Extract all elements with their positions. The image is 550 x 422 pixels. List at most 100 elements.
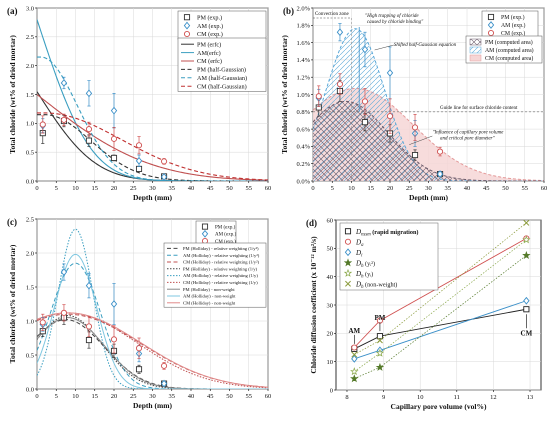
y-tick-label: 0.0 xyxy=(26,386,34,393)
y-tick-label: 0.0% xyxy=(296,178,310,185)
legend-label: PM (Holliday) - relative weighting (1/y²… xyxy=(183,246,259,251)
curves xyxy=(37,228,268,389)
legend-label-main: D xyxy=(355,249,361,257)
y-tick-label: 40 xyxy=(327,274,334,281)
legend-label-tail: (yᵢ²) xyxy=(363,260,375,267)
legend-label: AM (Holliday) - non-weight xyxy=(183,294,236,299)
data-point xyxy=(361,45,369,54)
legend-label: PM (Holliday) - non-weight xyxy=(183,287,235,292)
fit-curve xyxy=(37,253,268,389)
y-tick-label: 0.5 xyxy=(26,352,34,359)
x-tick-label: 35 xyxy=(169,185,176,192)
legend-label-main: D xyxy=(355,228,361,236)
y-axis-label: Chloride diffusion coefficient (x 10⁻¹² … xyxy=(309,236,318,374)
y-tick-label: 1.5 xyxy=(26,284,34,291)
y-tick-label: 0.8% xyxy=(296,109,310,116)
legend-label-tail: (non-weight) xyxy=(363,281,397,288)
legend-label: CM (exp.) xyxy=(197,31,223,38)
legend-label: Dnssm (rapid migration) xyxy=(355,228,418,238)
legend-box xyxy=(163,242,267,308)
legend-box xyxy=(177,10,267,40)
y-tick-label: 0.5 xyxy=(26,149,34,156)
x-tick-label: 55 xyxy=(522,185,529,192)
x-tick-label: 13 xyxy=(527,394,534,401)
legend-label-main: D xyxy=(355,238,361,246)
x-tick-label: 35 xyxy=(169,393,176,400)
area-outline xyxy=(313,87,544,181)
data-point xyxy=(351,344,358,351)
y-tick-label: 20 xyxy=(327,331,334,338)
data-point xyxy=(85,137,93,144)
y-axis-label: Total chloride (wt% of dried mortar) xyxy=(280,35,289,154)
data-point xyxy=(350,374,359,383)
annotation-line: "Influence of capillary pore volume xyxy=(432,130,504,135)
legend-marker xyxy=(487,13,495,21)
data-point xyxy=(522,235,531,244)
data-point xyxy=(135,345,143,352)
legend-marker xyxy=(201,229,209,238)
legend-label: Dh (non-weight) xyxy=(355,280,397,290)
data-point xyxy=(523,296,530,305)
computed-area xyxy=(313,101,544,181)
x-tick-label: 10 xyxy=(417,394,424,401)
data-point xyxy=(523,306,530,313)
annotation: Guide line for surface chloride content xyxy=(440,106,518,111)
data-point xyxy=(110,336,118,343)
x-tick-label: 50 xyxy=(226,185,233,192)
legend-label-main: D xyxy=(355,270,361,278)
panel-label: (a) xyxy=(7,6,18,16)
legend-marker xyxy=(487,21,495,29)
legend-label: PM (exp.) xyxy=(197,14,222,21)
data-point xyxy=(350,367,359,376)
fit-curve xyxy=(37,112,268,181)
x-tick-label: 45 xyxy=(207,185,214,192)
x-tick-label: 40 xyxy=(188,185,195,192)
annotation: Convection zone xyxy=(315,12,350,17)
legend-label: AM (Holliday) - relative weighting (1/y²… xyxy=(183,253,260,258)
legend-swatch xyxy=(469,54,482,62)
y-tick-label: 30 xyxy=(327,302,334,309)
x-tick-label: 60 xyxy=(265,393,272,400)
y-tick-label: 1.6% xyxy=(296,40,310,47)
legend-label: CM (Holliday) - non-weight xyxy=(183,300,236,305)
x-tick-label: 40 xyxy=(464,185,471,192)
legend-label-sub: i xyxy=(361,254,363,259)
data-point xyxy=(336,28,344,37)
annotation: "Influence of capillary pore volume and c… xyxy=(432,130,504,141)
y-tick-label: 2.5 xyxy=(26,34,34,41)
x-tick-label: 11 xyxy=(454,394,460,401)
legend-marker xyxy=(183,30,191,38)
data-point xyxy=(110,300,118,308)
data-point xyxy=(523,219,530,226)
data-point xyxy=(60,268,68,276)
legend-swatch xyxy=(469,46,482,54)
x-tick-label: 15 xyxy=(92,185,99,192)
x-tick-label: 0 xyxy=(35,393,38,400)
data-point xyxy=(135,142,143,149)
annotation-arrow xyxy=(374,44,394,51)
legend-label: AM(erfc) xyxy=(197,50,221,57)
x-tick-label: 35 xyxy=(445,185,452,192)
data-point xyxy=(336,81,344,88)
fit-curve xyxy=(37,315,268,389)
x-tick-label: 5 xyxy=(55,393,58,400)
panel-label: (c) xyxy=(7,217,17,227)
data-point xyxy=(60,116,68,123)
x-tick-label: 45 xyxy=(483,185,490,192)
legend-label: PM (erfc) xyxy=(197,41,221,48)
fit-curve xyxy=(37,317,268,389)
y-tick-label: 0.0 xyxy=(26,178,34,185)
legend-label: CM (exp.) xyxy=(215,240,236,245)
x-axis-label: Capillary pore volume (vol%) xyxy=(391,402,487,411)
x-tick-label: 30 xyxy=(149,185,156,192)
legend-marker xyxy=(487,29,495,37)
y-tick-label: 1.2% xyxy=(296,75,310,82)
x-tick-label: 12 xyxy=(490,394,497,401)
legend-label: AM (exp.) xyxy=(501,22,526,29)
data-point xyxy=(39,121,46,128)
legend-label: Dh (yᵢ) xyxy=(355,270,373,280)
y-tick-label: 1.4% xyxy=(296,57,310,64)
x-tick-label: 15 xyxy=(92,393,99,400)
panel-label: (b) xyxy=(283,6,294,16)
